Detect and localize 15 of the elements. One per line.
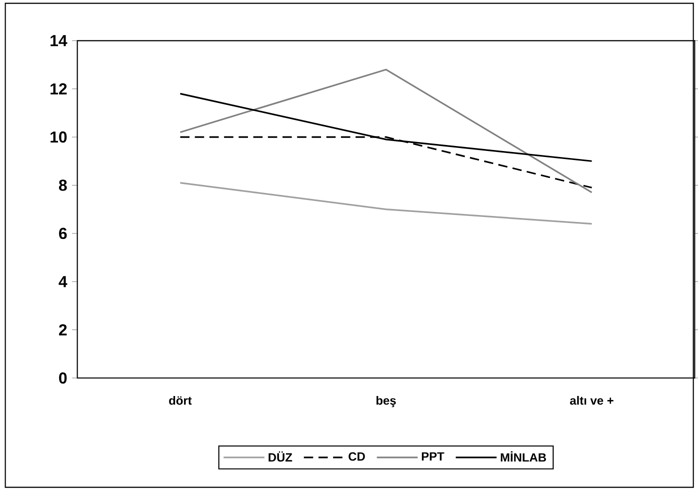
y-tick-label: 2 [59,324,67,336]
y-tick-label: 8 [58,180,67,191]
y-tick-label: 14 [50,35,68,46]
y-tick-label: 0 [59,372,67,384]
y-tick-label: 12 [50,83,67,94]
y-tick-label: 6 [59,228,67,240]
x-tick-label: dört [169,396,192,405]
y-tick-label: 4 [58,276,68,288]
legend-label: PPT [422,452,444,461]
x-tick-label: beş [376,396,396,408]
x-tick-label: altı ve + [570,396,614,405]
legend-label: CD [348,452,365,461]
legend-label: MİNLAB [500,451,546,462]
y-tick-label: 10 [50,131,67,143]
legend-label: DÜZ [268,451,292,462]
